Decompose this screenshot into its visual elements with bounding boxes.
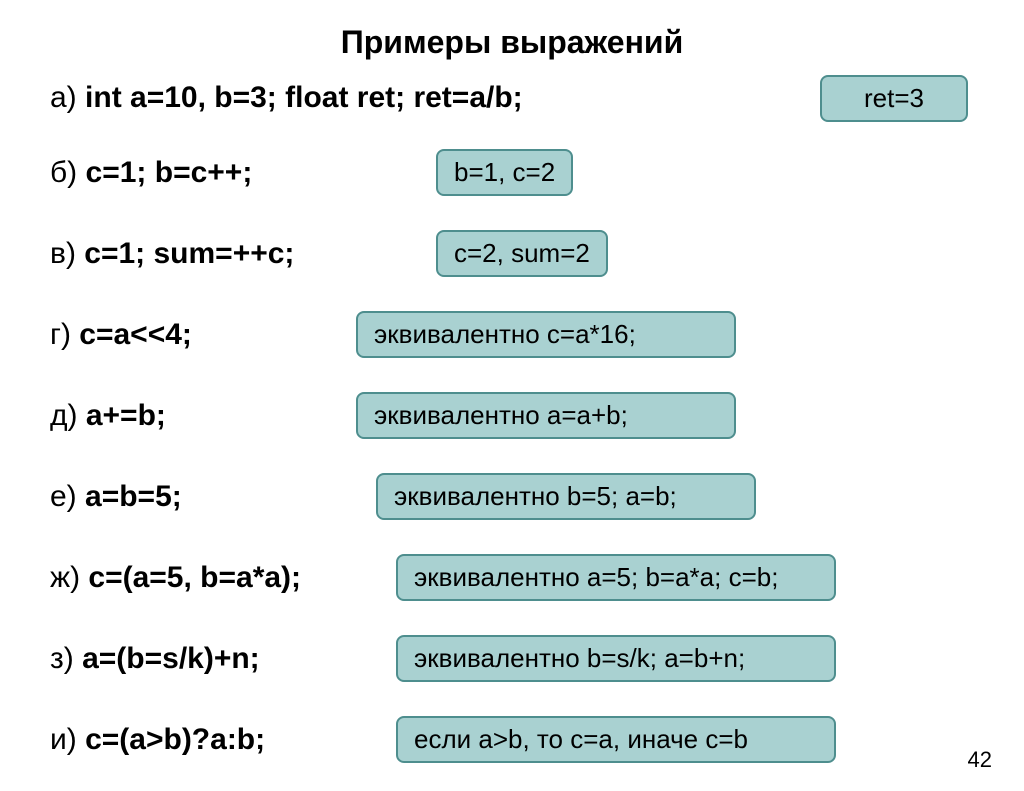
expression: ж) c=(a=5, b=a*a); <box>50 561 390 595</box>
row-code: c=1; b=c++; <box>86 156 253 189</box>
row-code: c=(a=5, b=a*a); <box>88 561 301 594</box>
expression: г) c=a<<4; <box>50 318 350 352</box>
row-letter: ж) <box>50 561 80 594</box>
row-code: int a=10, b=3; float ret; ret=a/b; <box>85 81 523 114</box>
row-letter: з) <box>50 642 74 675</box>
row-code: c=(a>b)?a:b; <box>85 723 265 756</box>
page-number: 42 <box>968 747 992 773</box>
page-title: Примеры выражений <box>0 24 1024 61</box>
result-box: эквивалентно b=s/k; a=b+n; <box>396 635 836 682</box>
example-row: и) c=(a>b)?a:b; если a>b, то c=a, иначе … <box>50 716 994 763</box>
row-letter: е) <box>50 480 77 513</box>
row-code: a=(b=s/k)+n; <box>82 642 260 675</box>
example-row: е) a=b=5; эквивалентно b=5; a=b; <box>50 473 994 520</box>
examples-list: а) int a=10, b=3; float ret; ret=a/b; re… <box>0 81 1024 763</box>
result-box: b=1, c=2 <box>436 149 573 196</box>
result-box: эквивалентно a=a+b; <box>356 392 736 439</box>
expression: в) c=1; sum=++c; <box>50 237 430 271</box>
result-box: c=2, sum=2 <box>436 230 608 277</box>
result-box: эквивалентно a=5; b=a*a; c=b; <box>396 554 836 601</box>
expression: б) c=1; b=c++; <box>50 156 430 190</box>
example-row: ж) c=(a=5, b=a*a); эквивалентно a=5; b=a… <box>50 554 994 601</box>
row-letter: д) <box>50 399 78 432</box>
example-row: в) c=1; sum=++c; c=2, sum=2 <box>50 230 994 277</box>
result-box: ret=3 <box>820 75 968 122</box>
expression: и) c=(a>b)?a:b; <box>50 723 390 757</box>
result-box: эквивалентно c=a*16; <box>356 311 736 358</box>
result-box: эквивалентно b=5; a=b; <box>376 473 756 520</box>
row-code: a=b=5; <box>85 480 182 513</box>
expression: а) int a=10, b=3; float ret; ret=a/b; <box>50 81 750 115</box>
row-letter: и) <box>50 723 77 756</box>
row-code: c=a<<4; <box>79 318 192 351</box>
example-row: а) int a=10, b=3; float ret; ret=a/b; re… <box>50 81 994 115</box>
row-letter: а) <box>50 81 77 114</box>
example-row: б) c=1; b=c++; b=1, c=2 <box>50 149 994 196</box>
row-letter: б) <box>50 156 77 189</box>
expression: д) a+=b; <box>50 399 350 433</box>
expression: е) a=b=5; <box>50 480 370 514</box>
row-code: c=1; sum=++c; <box>84 237 294 270</box>
example-row: г) c=a<<4; эквивалентно c=a*16; <box>50 311 994 358</box>
row-letter: в) <box>50 237 76 270</box>
result-box: если a>b, то c=a, иначе c=b <box>396 716 836 763</box>
example-row: з) a=(b=s/k)+n; эквивалентно b=s/k; a=b+… <box>50 635 994 682</box>
expression: з) a=(b=s/k)+n; <box>50 642 390 676</box>
row-code: a+=b; <box>86 399 166 432</box>
example-row: д) a+=b; эквивалентно a=a+b; <box>50 392 994 439</box>
row-letter: г) <box>50 318 71 351</box>
